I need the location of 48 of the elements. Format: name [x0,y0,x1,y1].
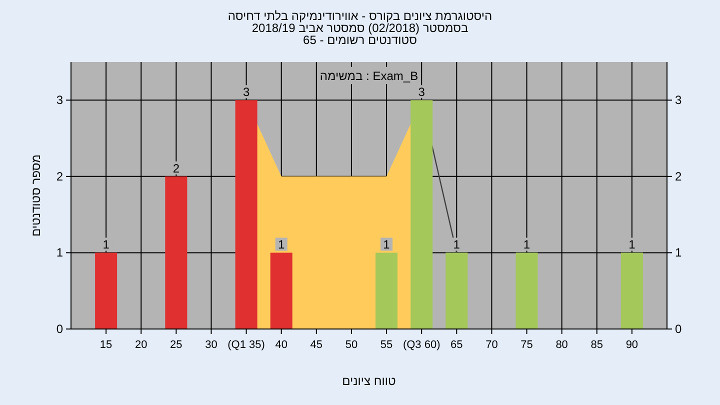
bar [446,252,468,329]
x-tick-label: 25 [170,339,182,351]
y-axis-title: מספר סטודנטים [29,154,43,237]
data-label: 3 [418,85,426,100]
bar [410,100,433,329]
y2-tick-label: 1 [675,246,682,260]
y-tick-label: 3 [56,93,64,108]
x-tick-label: 85 [590,339,604,351]
data-label: 1 [278,238,286,252]
data-label: 1 [628,238,636,252]
text: בסמסטר (02/2018) סמסטר אביב 2018/19 [252,21,468,35]
x-tick-label: 20 [134,339,148,351]
bar [165,176,188,329]
x-tick-label: (Q1 35) [228,339,265,351]
data-label: 2 [172,161,180,176]
y2-tick-label: 2 [675,169,682,184]
data-label: 1 [383,238,390,252]
x-tick-label: 30 [205,339,218,351]
y-tick-label: 2 [56,169,64,184]
text: סטודנטים רשומים - 65 [303,33,417,47]
data-label: 1 [453,238,460,252]
x-axis-title: טווח ציונים [342,374,396,388]
data-label: 1 [102,238,110,252]
bar [516,252,538,329]
y2-tick-label: 3 [675,93,682,108]
x-tick-label: 65 [450,339,463,351]
bar [270,252,292,329]
x-tick-label: 55 [380,339,393,351]
data-label: 3 [242,85,250,100]
chart-title: היסטוגרמת ציונים בקורס - אווירודינמיקה בלתי דחיסה [228,9,492,23]
x-tick-label: 40 [275,339,288,351]
y-tick-label: 0 [56,322,64,336]
x-tick-label: 75 [520,339,533,351]
x-tick-label: 15 [100,339,112,351]
bar [620,252,643,329]
bar [235,100,258,329]
data-label: 1 [523,238,530,252]
y2-tick-label: 0 [675,322,682,336]
bar [376,252,398,329]
x-tick-label: 50 [345,339,358,351]
x-tick-label: 90 [626,339,638,351]
y-tick-label: 1 [56,246,64,260]
x-tick-label: 45 [310,339,323,351]
x-tick-label: (Q3 60) [402,339,440,351]
annotation: במשימה : Exam_B [320,69,418,83]
bar [95,252,118,329]
x-tick-label: 70 [486,339,498,351]
x-tick-label: 80 [556,339,568,351]
